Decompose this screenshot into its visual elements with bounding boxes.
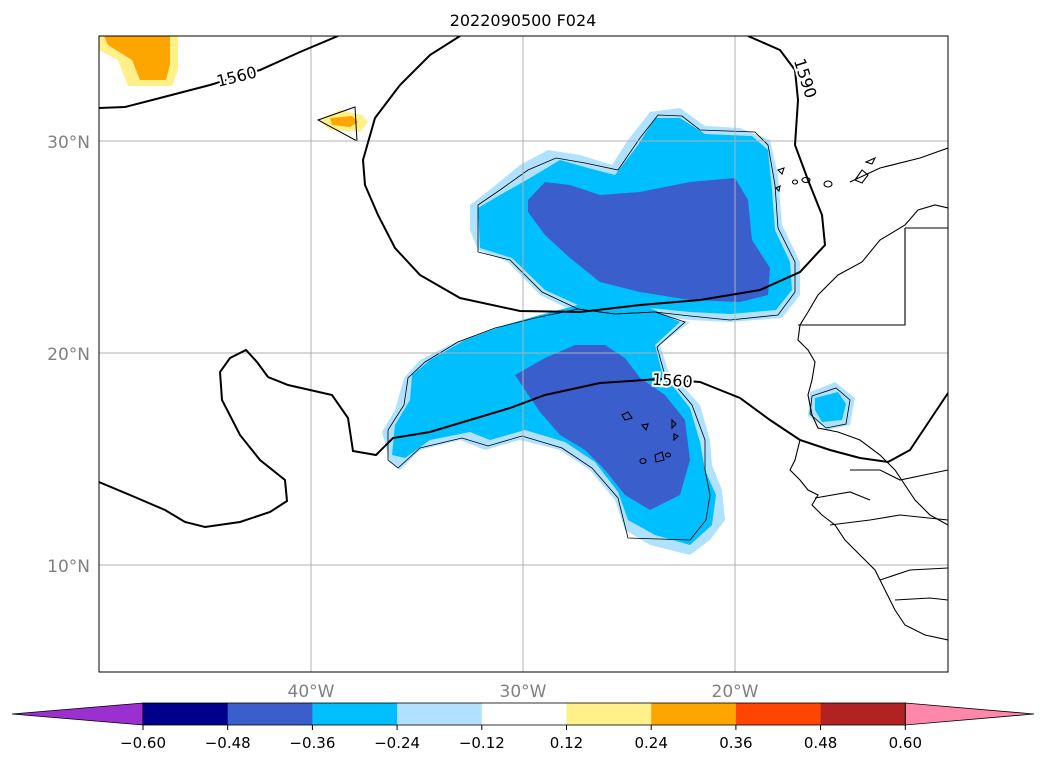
canary-island-6 xyxy=(864,156,877,165)
contour-label-1560-south: 1560 xyxy=(651,370,693,392)
colorbar-tick-label: −0.36 xyxy=(289,734,335,752)
colorbar-segment xyxy=(143,703,229,725)
canary-island-5 xyxy=(776,167,785,176)
anomaly-outline-south xyxy=(387,308,711,541)
colorbar-segment xyxy=(312,703,398,725)
cape-verde-5 xyxy=(654,451,665,463)
positive-anomaly-orange-topleft xyxy=(104,36,170,80)
lon-label-20w: 20°W xyxy=(712,682,759,702)
colorbar: −0.60 −0.48 −0.36 −0.24 −0.12 0.12 0.24 0.36 0.4… xyxy=(11,702,1035,752)
colorbar-segment xyxy=(566,703,652,725)
colorbar-tick-label: −0.12 xyxy=(459,734,505,752)
contour-1560-loop xyxy=(361,36,827,314)
border-line-3 xyxy=(850,469,948,481)
colorbar-tick-label: 0.36 xyxy=(719,734,752,752)
coastline-morocco xyxy=(797,204,948,526)
border-line-4 xyxy=(814,491,871,501)
colorbar-segment xyxy=(735,703,822,725)
map-frame xyxy=(98,35,949,673)
colorbar-outline xyxy=(142,702,906,726)
colorbar-segment xyxy=(651,703,737,725)
small-contour-triangle xyxy=(316,106,358,142)
anomaly-outline-coast xyxy=(809,387,851,429)
canary-island-2 xyxy=(801,176,811,184)
height-contours xyxy=(99,36,948,529)
colorbar-extend-max xyxy=(904,702,1035,726)
colorbar-segment xyxy=(820,703,906,725)
cape-verde-3 xyxy=(671,418,677,430)
colorbar-tick-label: −0.60 xyxy=(120,734,166,752)
contour-label-1590: 1590 xyxy=(790,56,821,101)
map-title: 2022090500 F024 xyxy=(450,11,597,30)
colorbar-tick-label: 0.60 xyxy=(889,734,922,752)
contour-1560-north xyxy=(99,36,339,109)
cape-verde-4 xyxy=(673,433,679,442)
cape-verde-6 xyxy=(639,457,647,465)
border-line-7 xyxy=(894,597,948,601)
positive-anomaly-orange-small xyxy=(330,116,358,127)
canary-island-1 xyxy=(823,180,833,188)
cape-verde-7 xyxy=(664,452,672,458)
contour-1560-south xyxy=(99,348,948,529)
colorbar-segment xyxy=(397,703,483,725)
colorbar-tick-label: 0.12 xyxy=(550,734,583,752)
cape-verde-1 xyxy=(621,411,633,421)
colorbar-tick-label: −0.48 xyxy=(205,734,251,752)
border-line-6 xyxy=(879,567,948,581)
border-line-2 xyxy=(798,228,906,326)
colorbar-extend-min xyxy=(11,702,144,726)
border-line-5 xyxy=(829,514,948,526)
canary-island-3 xyxy=(791,179,799,185)
cape-verde-2 xyxy=(640,423,649,432)
coastline-west-africa xyxy=(789,439,948,641)
colorbar-segment xyxy=(481,703,567,725)
coastline-iberia xyxy=(849,147,948,183)
colorbar-tick-label: 0.48 xyxy=(804,734,837,752)
lat-label-20n: 20°N xyxy=(47,345,90,365)
negative-anomaly-mid-coast xyxy=(815,392,846,422)
colorbar-segment xyxy=(227,703,313,725)
canary-island-4 xyxy=(854,169,869,184)
coastlines xyxy=(621,147,948,641)
lon-label-30w: 30°W xyxy=(500,682,547,702)
map-area xyxy=(99,36,948,672)
contour-label-1560-north: 1560 xyxy=(215,63,259,91)
negative-anomaly-dark-north xyxy=(528,178,770,302)
colorbar-tick-label: 0.24 xyxy=(634,734,667,752)
madeira-island xyxy=(775,185,781,193)
gridlines xyxy=(99,36,948,672)
colorbar-tick-label: −0.24 xyxy=(374,734,420,752)
lon-label-40w: 40°W xyxy=(288,682,335,702)
negative-anomaly-dark-south xyxy=(515,345,690,510)
lat-label-10n: 10°N xyxy=(47,557,90,577)
lat-label-30n: 30°N xyxy=(47,133,90,153)
